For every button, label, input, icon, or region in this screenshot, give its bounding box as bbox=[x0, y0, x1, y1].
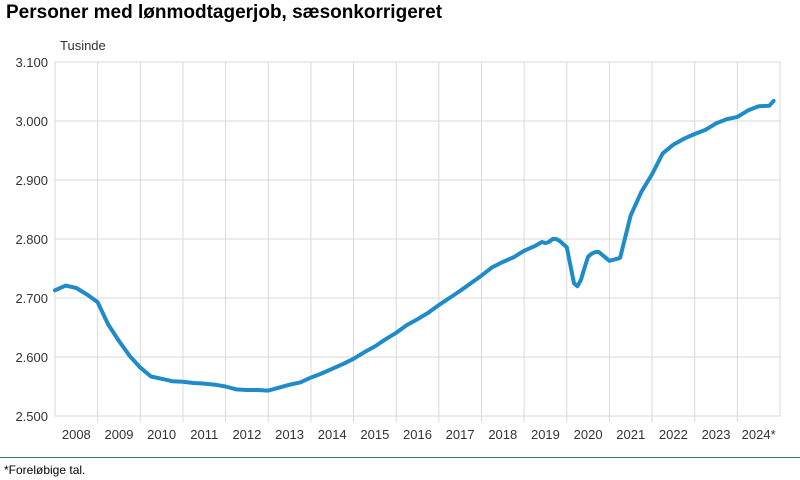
x-tick-label: 2013 bbox=[275, 427, 304, 442]
x-tick-label: 2022 bbox=[659, 427, 688, 442]
x-tick-label: 2010 bbox=[147, 427, 176, 442]
series-line bbox=[53, 98, 776, 393]
x-tick-label: 2012 bbox=[232, 427, 261, 442]
x-tick-label: 2008 bbox=[62, 427, 91, 442]
x-tick-label: 2019 bbox=[531, 427, 560, 442]
x-tick-label: 2024* bbox=[742, 427, 776, 442]
x-tick-label: 2023 bbox=[702, 427, 731, 442]
x-tick-label: 2020 bbox=[574, 427, 603, 442]
y-tick-label: 2.800 bbox=[15, 232, 48, 247]
x-tick-label: 2021 bbox=[616, 427, 645, 442]
x-tick-labels: 2008 2009 2010 2011 2012 2013 2014 2015 2016 2017… bbox=[62, 427, 776, 442]
y-tick-label: 2.600 bbox=[15, 350, 48, 365]
gridlines bbox=[54, 61, 781, 422]
line-chart: 2.500 2.600 2.700 2.800 2.900 3.000 3.100 2008… bbox=[15, 38, 781, 442]
x-tick-label: 2014 bbox=[318, 427, 347, 442]
footer-divider bbox=[0, 457, 800, 458]
y-axis-label: Tusinde bbox=[60, 38, 106, 53]
y-tick-label: 2.900 bbox=[15, 173, 48, 188]
y-tick-label: 2.700 bbox=[15, 291, 48, 306]
y-tick-label: 3.000 bbox=[15, 114, 48, 129]
x-tick-label: 2016 bbox=[403, 427, 432, 442]
x-tick-label: 2011 bbox=[190, 427, 218, 442]
y-tick-labels: 2.500 2.600 2.700 2.800 2.900 3.000 3.100 bbox=[15, 55, 48, 424]
footnote: *Foreløbige tal. bbox=[4, 463, 86, 477]
y-tick-label: 2.500 bbox=[15, 409, 48, 424]
y-tick-label: 3.100 bbox=[15, 55, 48, 70]
x-tick-label: 2009 bbox=[105, 427, 134, 442]
x-tick-label: 2015 bbox=[360, 427, 389, 442]
x-tick-label: 2018 bbox=[488, 427, 517, 442]
chart-title: Personer med lønmodtagerjob, sæsonkorrig… bbox=[6, 2, 443, 23]
x-tick-label: 2017 bbox=[446, 427, 475, 442]
